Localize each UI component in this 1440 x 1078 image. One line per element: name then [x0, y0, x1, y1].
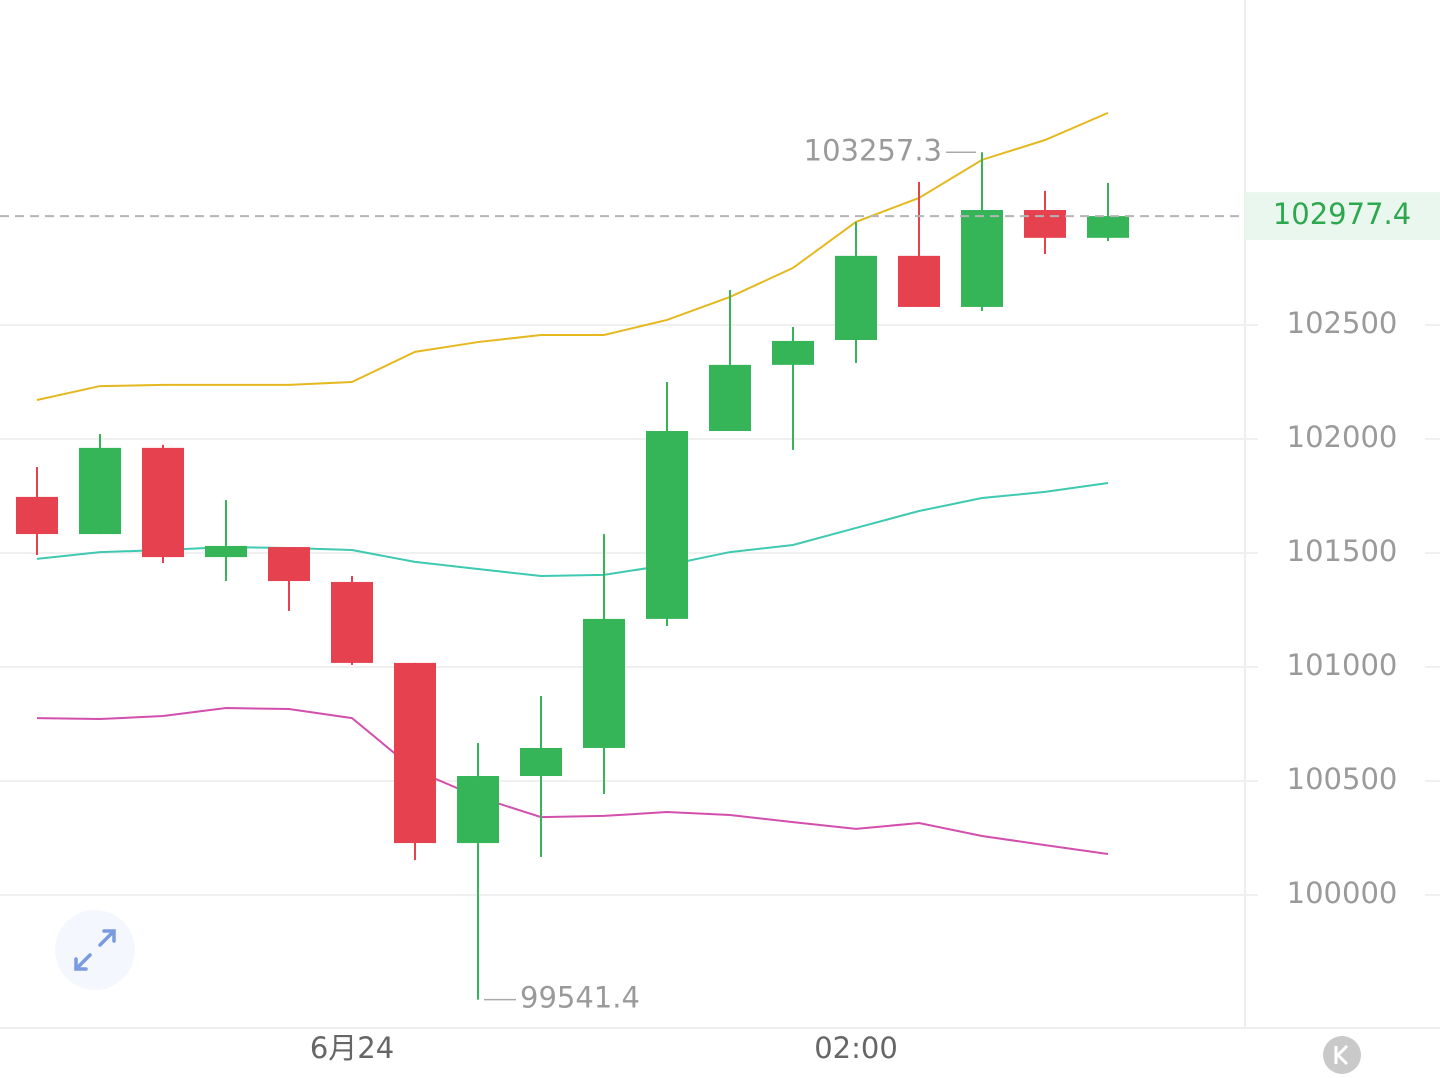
candle-body — [16, 496, 58, 535]
candle-body — [457, 776, 499, 844]
y-tick-label: 101000 — [1287, 648, 1398, 682]
y-tick-label: 102500 — [1287, 306, 1398, 340]
y-tick-label: 100500 — [1287, 762, 1398, 796]
candle-body — [772, 340, 814, 365]
candle-body — [79, 447, 121, 535]
candle-body — [709, 364, 751, 431]
candle-body — [961, 210, 1003, 307]
grid — [0, 323, 1440, 897]
candle-body — [142, 447, 184, 558]
expand-button-bg[interactable] — [55, 910, 135, 990]
expand-button[interactable] — [55, 910, 135, 990]
expand-icon[interactable] — [74, 929, 116, 971]
high-label: 103257.3 — [804, 133, 942, 167]
low-label: 99541.4 — [520, 981, 640, 1015]
candle-body — [1087, 216, 1129, 238]
y-tick-label: 100000 — [1287, 876, 1398, 910]
candle-body — [646, 430, 688, 619]
candle-body — [835, 255, 877, 341]
candle-body — [331, 581, 373, 663]
price-tag-bg — [1245, 192, 1440, 241]
band-line — [36, 111, 1109, 401]
x-tick-label: 6月24 — [310, 1031, 394, 1065]
candle-body — [1024, 210, 1066, 238]
band-line — [36, 707, 1109, 855]
x-tick-label: 02:00 — [814, 1031, 898, 1065]
candle-body — [205, 545, 247, 558]
k-button-bg[interactable] — [1323, 1036, 1361, 1074]
price-tag: 102977.4 — [1273, 197, 1411, 231]
candles — [16, 152, 1129, 1000]
y-tick-label: 101500 — [1287, 534, 1398, 568]
k-icon[interactable] — [1334, 1044, 1349, 1066]
candle-body — [898, 255, 940, 307]
candle-body — [520, 747, 562, 777]
candle-body — [394, 662, 436, 844]
k-button[interactable] — [1323, 1036, 1361, 1074]
candle-body — [268, 547, 310, 582]
y-tick-label: 102000 — [1287, 420, 1398, 454]
candle-body — [583, 618, 625, 748]
